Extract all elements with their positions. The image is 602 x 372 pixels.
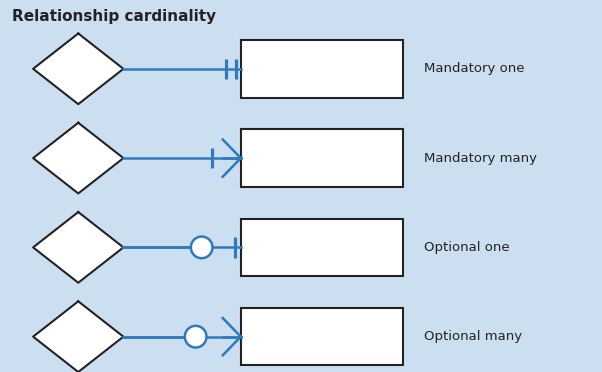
Text: Optional many: Optional many (424, 330, 523, 343)
Bar (241, 308, 403, 365)
Polygon shape (33, 301, 123, 372)
Polygon shape (33, 123, 123, 193)
Ellipse shape (185, 326, 206, 347)
Polygon shape (33, 212, 123, 283)
Text: Mandatory many: Mandatory many (424, 152, 538, 164)
Bar (241, 219, 403, 276)
Bar (241, 40, 403, 98)
Polygon shape (33, 33, 123, 104)
Bar (241, 129, 403, 187)
Ellipse shape (191, 237, 213, 258)
Text: Optional one: Optional one (424, 241, 510, 254)
Text: Relationship cardinality: Relationship cardinality (12, 9, 216, 24)
Text: Mandatory one: Mandatory one (424, 62, 525, 75)
